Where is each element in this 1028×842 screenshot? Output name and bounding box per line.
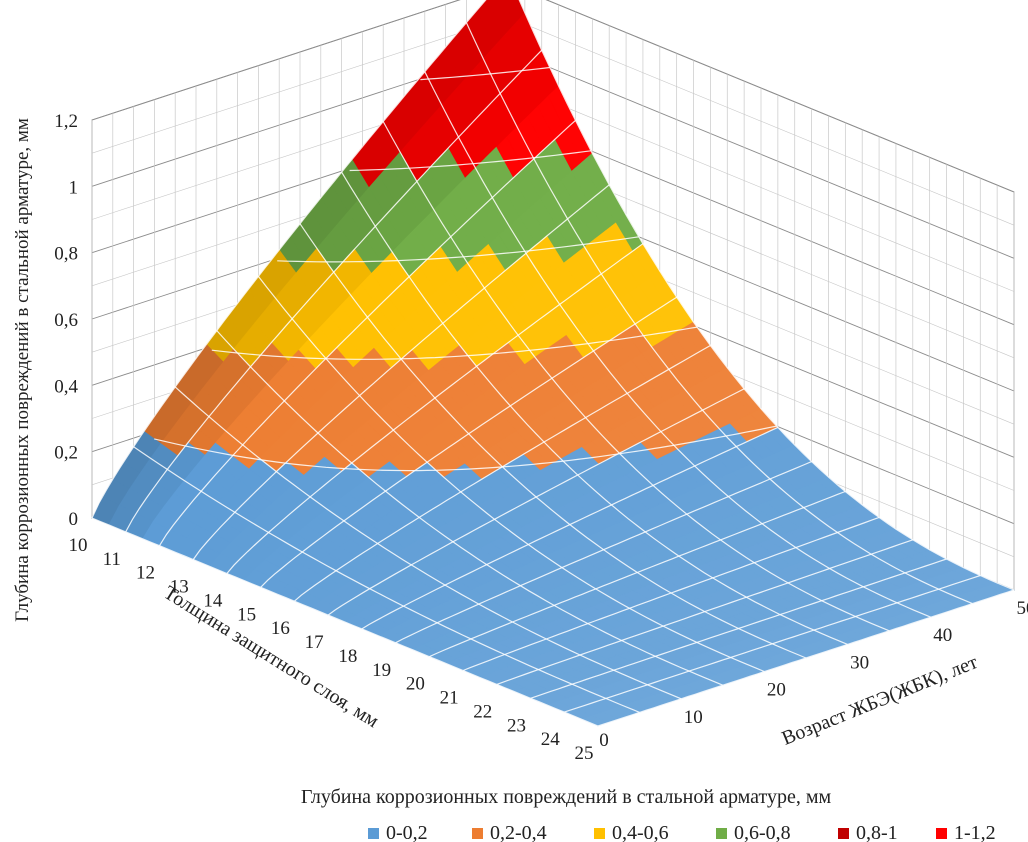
legend-swatch <box>594 828 605 839</box>
surface-wire-y <box>465 22 973 605</box>
z-tick-label: 0,8 <box>54 244 78 265</box>
surface-wire-y <box>133 446 640 713</box>
x-tick-label: 18 <box>338 646 357 667</box>
band-contour <box>420 66 550 81</box>
x-tick-label: 17 <box>305 632 324 653</box>
z-axis-title: Глубина коррозионных повреждений в сталь… <box>12 118 33 622</box>
legend-swatch <box>936 828 947 839</box>
legend-label: 0,6-0,8 <box>734 822 791 842</box>
surface-wire-y <box>382 121 890 632</box>
surface-wire-y <box>299 223 807 659</box>
surface-plot <box>91 0 1015 727</box>
band-contour <box>349 150 592 172</box>
x-tick-label: 12 <box>136 563 155 584</box>
x-tick-label: 21 <box>440 688 459 709</box>
x-tick-label: 19 <box>372 660 391 681</box>
x-tick-label: 23 <box>507 715 526 736</box>
z-tick-label: 1,2 <box>54 111 78 132</box>
legend-swatch <box>838 828 849 839</box>
z-tick-label: 0 <box>69 509 79 530</box>
legend-swatch <box>472 828 483 839</box>
band-contour <box>211 326 698 360</box>
x-tick-label: 22 <box>473 701 492 722</box>
legend: 0-0,2 0,2-0,4 0,4-0,6 0,6-0,8 0,8-1 1-1,2 <box>368 822 996 842</box>
legend-swatch <box>716 828 727 839</box>
surface-wire-y <box>341 171 848 645</box>
x-tick-label: 24 <box>541 729 561 750</box>
legend-title: Глубина коррозионных повреждений в сталь… <box>301 786 832 808</box>
z-tick-label: 0,2 <box>54 443 78 464</box>
x-tick-label: 15 <box>237 604 256 625</box>
legend-label: 0,4-0,6 <box>612 822 669 842</box>
legend-swatch <box>368 828 379 839</box>
axis-ticks: 0 0,2 0,4 0,6 0,8 1 1,2 10 11 12 13 14 15 16 17 18 19 20 2… <box>54 111 1028 764</box>
z-tick-label: 1 <box>69 177 79 198</box>
z-tick-label: 0,6 <box>54 310 78 331</box>
x-tick-label: 14 <box>203 590 223 611</box>
y-tick-label: 20 <box>767 680 786 701</box>
x-tick-label: 11 <box>103 549 121 570</box>
legend-label: 0-0,2 <box>386 822 428 842</box>
legend-label: 1-1,2 <box>954 822 996 842</box>
surface-wire-y <box>216 330 724 686</box>
x-tick-label: 25 <box>575 743 594 764</box>
surface-wire-y <box>257 276 765 673</box>
x-tick-label: 10 <box>69 535 88 556</box>
y-tick-label: 50 <box>1017 598 1028 619</box>
band-contour <box>154 425 777 472</box>
y-axis-title: Возраст ЖБЭ(ЖБК), лет <box>779 651 981 750</box>
legend-label: 0,8-1 <box>856 822 898 842</box>
surface-wire-y <box>91 517 599 727</box>
z-tick-label: 0,4 <box>54 376 78 397</box>
y-tick-label: 40 <box>933 625 952 646</box>
y-tick-label: 10 <box>684 707 703 728</box>
surface-wire-y <box>518 0 1015 591</box>
band-contour <box>277 236 639 263</box>
surface-wire-y <box>174 386 682 700</box>
y-tick-label: 30 <box>850 652 869 673</box>
legend-label: 0,2-0,4 <box>490 822 547 842</box>
y-tick-label: 0 <box>599 730 609 751</box>
x-tick-label: 16 <box>271 618 290 639</box>
surface-wire-y <box>424 71 932 618</box>
x-tick-label: 13 <box>170 577 189 598</box>
x-tick-label: 20 <box>406 674 425 695</box>
